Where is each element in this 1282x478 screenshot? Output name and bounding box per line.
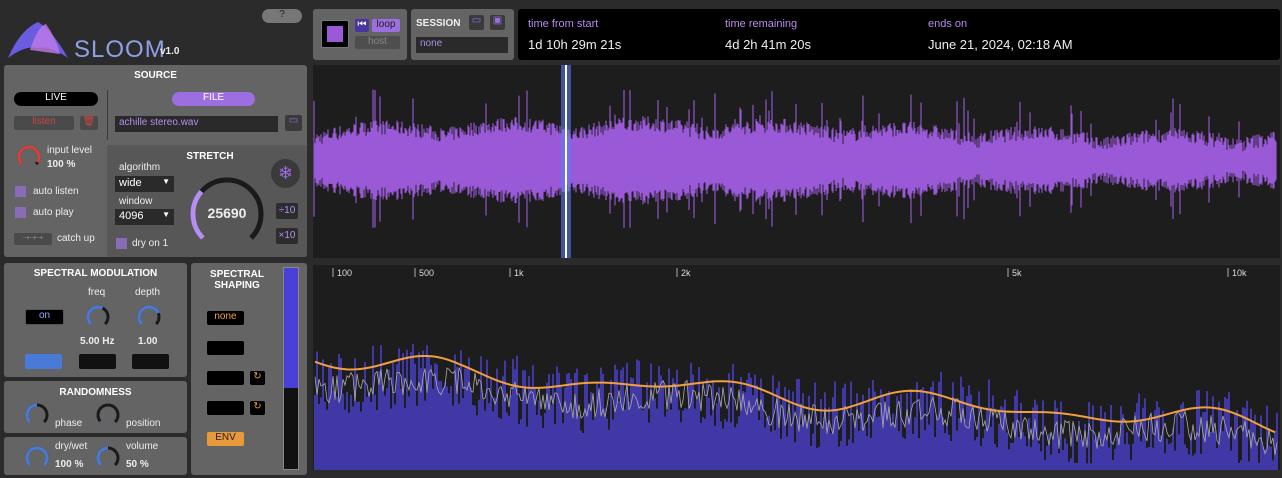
file-name[interactable]: achille stereo.wav [115, 116, 278, 132]
knob-value [99, 420, 103, 424]
open-file[interactable]: ▭ [285, 115, 302, 131]
reset1-button[interactable]: ↻ [250, 371, 265, 385]
status-panel [518, 9, 1280, 60]
file-button[interactable]: FILE [172, 92, 255, 106]
loop-button[interactable]: loop [372, 19, 400, 32]
time-from-start: 1d 10h 29m 21s [528, 37, 622, 52]
ends-on-label: ends on [928, 18, 968, 30]
dry-on-label: dry on 1 [132, 238, 169, 249]
live-button[interactable]: LIVE [14, 92, 98, 106]
input-level-label: input level [47, 145, 93, 156]
divider [107, 90, 108, 140]
freq-label: freq [88, 287, 106, 298]
spectrum-line [314, 367, 1278, 456]
depth-value: 1.00 [138, 336, 158, 347]
shape-wave2-button[interactable] [207, 401, 244, 415]
dry-wet-label: dry/wet [55, 441, 88, 452]
auto-listen-label: auto listen [33, 186, 79, 197]
help-button[interactable]: ? [262, 9, 302, 23]
knob-value [25, 403, 38, 424]
time-remaining: 4d 2h 41m 20s [725, 37, 812, 52]
phase-label: phase [55, 418, 83, 429]
div10-button[interactable]: ÷10 [276, 203, 298, 219]
knob-value [190, 189, 205, 240]
freq-label: 1k [514, 268, 524, 278]
saw-down-button[interactable] [79, 354, 116, 369]
dry-on-check[interactable] [116, 238, 127, 249]
session-title: SESSION [416, 18, 461, 29]
env-button[interactable]: ENV [207, 432, 244, 446]
freeze-button[interactable]: ❄ [271, 159, 300, 188]
algorithm-label: algorithm [119, 162, 161, 173]
knob-value [17, 145, 41, 166]
waveform [313, 89, 1277, 228]
freq-label: 100 [337, 268, 352, 278]
knob-value [86, 305, 104, 326]
stretch-amount[interactable]: 25690 [207, 205, 247, 221]
freq-label: 10k [1232, 268, 1247, 278]
catch-up-label: catch up [57, 233, 95, 244]
time-remaining-label: time remaining [725, 18, 798, 30]
window-value: 4096 [119, 210, 144, 222]
freq-label: 2k [681, 268, 691, 278]
auto-play-check[interactable] [15, 207, 26, 218]
time-from-start-label: time from start [528, 18, 599, 30]
auto-play-label: auto play [33, 207, 74, 218]
listen-button[interactable]: listen [14, 116, 74, 130]
shape-none-button[interactable]: none [207, 311, 244, 325]
reset2-button[interactable]: ↻ [250, 401, 265, 415]
mod-on-button[interactable]: on [25, 309, 64, 325]
catch-up-button[interactable]: ⇢⇢⇢ [14, 233, 52, 245]
knob-track [96, 403, 120, 424]
output-panel [4, 437, 187, 475]
stop-button[interactable] [321, 20, 349, 48]
host-button[interactable]: host [355, 36, 400, 49]
dry-wet-value: 100 % [55, 459, 84, 470]
rewind-button[interactable]: ⏮ [355, 19, 369, 32]
depth-label: depth [135, 287, 161, 298]
spectral-shaping-title: SPECTRAL SHAPING [210, 269, 264, 291]
spectrum-bars [314, 343, 1278, 470]
app-name: SLOOM [74, 36, 166, 63]
trash-button[interactable]: 🗑 [80, 116, 98, 130]
sine-button[interactable] [25, 354, 62, 369]
shaping-curve [314, 354, 1276, 434]
auto-listen-check[interactable] [15, 186, 26, 197]
algorithm-value: wide [119, 177, 142, 189]
shape-wave1-button[interactable] [207, 371, 244, 385]
volume-value: 50 % [126, 459, 149, 470]
knob-value [137, 305, 160, 326]
mul10-button[interactable]: ×10 [276, 228, 298, 244]
saw-up-button[interactable] [132, 354, 169, 369]
knob-value [25, 446, 49, 467]
freq-label: 500 [419, 268, 434, 278]
stretch-title: STRETCH [186, 151, 234, 162]
algorithm-select[interactable]: wide ▼ [115, 176, 174, 192]
source-title: SOURCE [134, 70, 177, 81]
randomness-panel [4, 381, 187, 433]
shape-flat-button[interactable] [207, 341, 244, 355]
open-session[interactable]: ▭ [469, 15, 484, 30]
logo-accent [30, 24, 60, 54]
freq-label: 5k [1012, 268, 1022, 278]
input-level-value: 100 % [47, 159, 76, 170]
window-select[interactable]: 4096 ▼ [115, 209, 174, 225]
spectral-modulation-title: SPECTRAL MODULATION [33, 268, 158, 279]
randomness-title: RANDOMNESS [59, 387, 132, 398]
freq-value: 5.00 Hz [80, 336, 115, 347]
ends-on: June 21, 2024, 02:18 AM [928, 37, 1073, 52]
position-label: position [126, 418, 161, 429]
save-session[interactable]: ▣ [490, 15, 505, 30]
version: v1.0 [160, 46, 180, 57]
shaping-meter [283, 267, 299, 470]
knob-value [96, 446, 109, 467]
session-name[interactable]: none [416, 37, 508, 53]
window-label: window [119, 196, 153, 207]
volume-label: volume [126, 441, 159, 452]
